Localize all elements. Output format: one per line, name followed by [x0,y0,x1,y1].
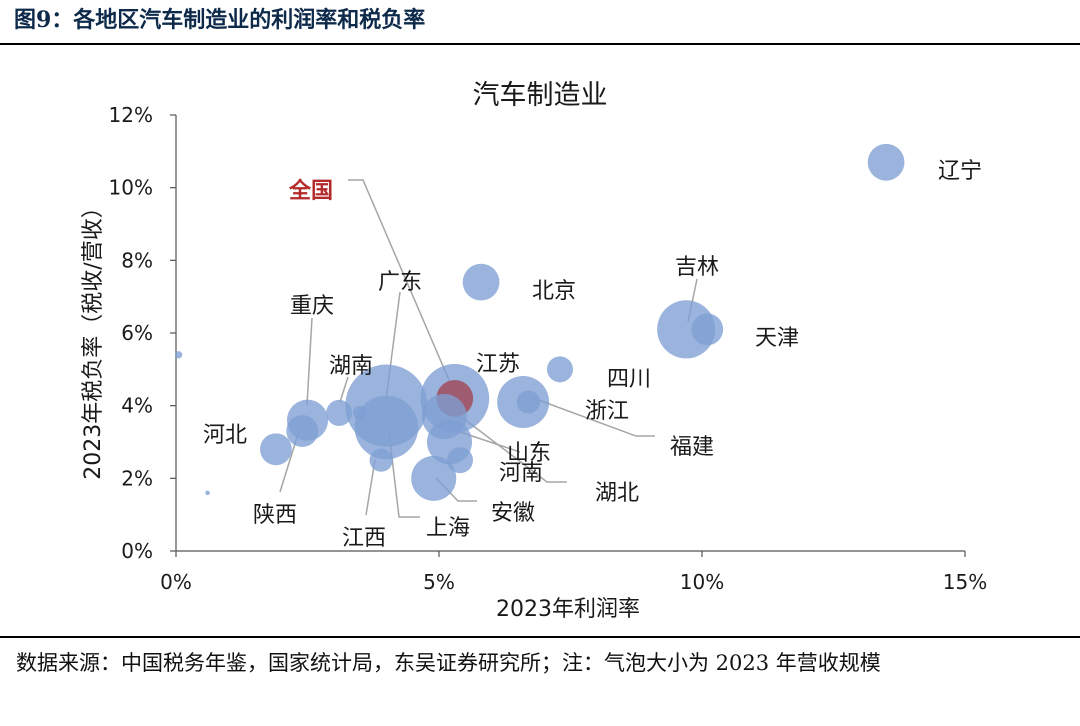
figure-title: 图9：各地区汽车制造业的利润率和税负率 [14,7,426,33]
top-rule [0,43,1080,45]
bubble-湖南 [326,399,353,426]
leader-line [365,459,376,516]
x-tick-label: 15% [943,570,987,594]
bubble-unlabeled [174,351,183,359]
point-label: 江苏 [476,352,520,377]
point-label: 四川 [607,367,651,392]
leader-line [532,397,655,437]
point-label: 江西 [342,526,386,551]
leader-line [339,376,349,403]
x-tick-label: 10% [680,570,724,594]
bubble-天津 [691,313,724,346]
y-tick-label: 4% [121,394,153,418]
point-label: 湖南 [329,354,373,379]
y-tick-label: 0% [121,539,153,563]
point-label: 北京 [532,279,576,304]
bubble-上海 [354,395,419,460]
point-label: 重庆 [290,294,334,319]
y-axis-label: 2023年税负率（税收/营收） [81,196,106,479]
point-label: 陕西 [253,503,297,528]
bubble-安徽 [411,455,457,501]
bubble-吉林 [657,300,716,359]
y-tick-label: 2% [121,466,153,490]
point-label: 山东 [507,441,551,466]
y-tick-label: 6% [121,321,153,345]
bubble-四川 [546,356,573,383]
chart-title: 汽车制造业 [473,80,608,111]
bubble-江西 [369,448,393,472]
bubble-陕西 [260,433,292,466]
bubble-河南 [447,447,474,474]
leader-line [306,317,313,406]
point-label: 天津 [755,326,799,351]
point-label: 福建 [670,435,714,460]
point-label: 湖北 [595,481,639,506]
x-axis-label: 2023年利润率 [496,597,640,622]
bubble-北京 [462,263,500,301]
bubble-unlabeled [352,405,368,421]
point-label: 河南 [499,461,543,486]
point-label: 全国 [288,178,333,204]
bubble-unlabeled [205,490,210,496]
leader-line [348,179,456,395]
bubble-福建 [516,390,541,414]
x-tick-label: 5% [423,570,455,594]
bottom-rule [0,636,1080,638]
bubble-chart: 汽车制造业 2023年利润率 2023年税负率（税收/营收） 0% 5% 10% 15… [81,80,987,622]
point-label: 安徽 [491,501,535,526]
x-tick-label: 0% [160,570,192,594]
point-label: 河北 [203,423,247,448]
y-tick-label: 8% [121,248,153,272]
leader-line [454,411,567,483]
y-tick-label: 10% [109,176,153,200]
point-label: 辽宁 [938,159,982,184]
point-label: 吉林 [675,255,719,280]
point-label: 广东 [378,270,422,295]
bubble-河北 [286,415,319,448]
bubble-辽宁 [867,143,905,181]
source-note: 数据来源：中国税务年鉴，国家统计局，东吴证券研究所；注：气泡大小为 2023 年… [16,651,881,675]
point-label: 上海 [426,516,470,541]
point-label: 浙江 [585,399,629,424]
y-tick-label: 12% [109,103,153,127]
